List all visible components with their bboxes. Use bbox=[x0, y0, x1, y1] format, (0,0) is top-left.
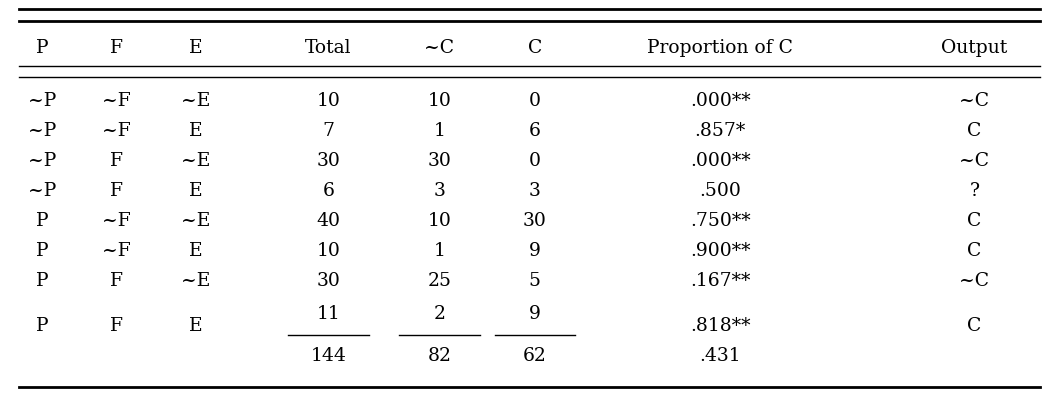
Text: .000**: .000** bbox=[689, 92, 751, 110]
Text: 82: 82 bbox=[428, 347, 451, 365]
Text: .857*: .857* bbox=[695, 122, 746, 140]
Text: P: P bbox=[36, 39, 49, 57]
Text: E: E bbox=[190, 242, 202, 260]
Text: .500: .500 bbox=[699, 182, 741, 200]
Text: F: F bbox=[110, 317, 123, 335]
Text: 9: 9 bbox=[528, 305, 541, 323]
Text: ?: ? bbox=[969, 182, 980, 200]
Text: 5: 5 bbox=[528, 272, 541, 290]
Text: P: P bbox=[36, 212, 49, 230]
Text: ~E: ~E bbox=[181, 92, 211, 110]
Text: ~E: ~E bbox=[181, 212, 211, 230]
Text: 10: 10 bbox=[317, 242, 340, 260]
Text: C: C bbox=[527, 39, 542, 57]
Text: ~P: ~P bbox=[29, 182, 56, 200]
Text: ~P: ~P bbox=[29, 152, 56, 170]
Text: 40: 40 bbox=[317, 212, 340, 230]
Text: C: C bbox=[967, 122, 982, 140]
Text: 30: 30 bbox=[428, 152, 451, 170]
Text: 3: 3 bbox=[528, 182, 541, 200]
Text: 0: 0 bbox=[528, 92, 541, 110]
Text: C: C bbox=[967, 242, 982, 260]
Text: Proportion of C: Proportion of C bbox=[647, 39, 793, 57]
Text: Total: Total bbox=[305, 39, 352, 57]
Text: ~F: ~F bbox=[102, 92, 131, 110]
Text: ~E: ~E bbox=[181, 272, 211, 290]
Text: F: F bbox=[110, 152, 123, 170]
Text: E: E bbox=[190, 122, 202, 140]
Text: F: F bbox=[110, 272, 123, 290]
Text: Output: Output bbox=[941, 39, 1007, 57]
Text: ~F: ~F bbox=[102, 122, 131, 140]
Text: 10: 10 bbox=[428, 92, 451, 110]
Text: E: E bbox=[190, 182, 202, 200]
Text: 62: 62 bbox=[523, 347, 546, 365]
Text: 0: 0 bbox=[528, 152, 541, 170]
Text: ~F: ~F bbox=[102, 212, 131, 230]
Text: 144: 144 bbox=[310, 347, 346, 365]
Text: 7: 7 bbox=[322, 122, 335, 140]
Text: 9: 9 bbox=[528, 242, 541, 260]
Text: F: F bbox=[110, 39, 123, 57]
Text: E: E bbox=[190, 39, 202, 57]
Text: .818**: .818** bbox=[689, 317, 751, 335]
Text: .750**: .750** bbox=[689, 212, 751, 230]
Text: ~P: ~P bbox=[29, 122, 56, 140]
Text: P: P bbox=[36, 272, 49, 290]
Text: F: F bbox=[110, 182, 123, 200]
Text: ~C: ~C bbox=[959, 92, 989, 110]
Text: 10: 10 bbox=[428, 212, 451, 230]
Text: ~E: ~E bbox=[181, 152, 211, 170]
Text: 11: 11 bbox=[317, 305, 340, 323]
Text: 30: 30 bbox=[523, 212, 546, 230]
Text: .431: .431 bbox=[699, 347, 741, 365]
Text: 25: 25 bbox=[428, 272, 451, 290]
Text: 1: 1 bbox=[433, 122, 446, 140]
Text: P: P bbox=[36, 317, 49, 335]
Text: 30: 30 bbox=[317, 152, 340, 170]
Text: 1: 1 bbox=[433, 242, 446, 260]
Text: .900**: .900** bbox=[689, 242, 751, 260]
Text: C: C bbox=[967, 212, 982, 230]
Text: .000**: .000** bbox=[689, 152, 751, 170]
Text: 6: 6 bbox=[322, 182, 335, 200]
Text: 3: 3 bbox=[433, 182, 446, 200]
Text: 30: 30 bbox=[317, 272, 340, 290]
Text: ~C: ~C bbox=[425, 39, 454, 57]
Text: ~C: ~C bbox=[959, 152, 989, 170]
Text: P: P bbox=[36, 242, 49, 260]
Text: C: C bbox=[967, 317, 982, 335]
Text: .167**: .167** bbox=[689, 272, 751, 290]
Text: 2: 2 bbox=[433, 305, 446, 323]
Text: 6: 6 bbox=[528, 122, 541, 140]
Text: ~F: ~F bbox=[102, 242, 131, 260]
Text: 10: 10 bbox=[317, 92, 340, 110]
Text: ~P: ~P bbox=[29, 92, 56, 110]
Text: E: E bbox=[190, 317, 202, 335]
Text: ~C: ~C bbox=[959, 272, 989, 290]
